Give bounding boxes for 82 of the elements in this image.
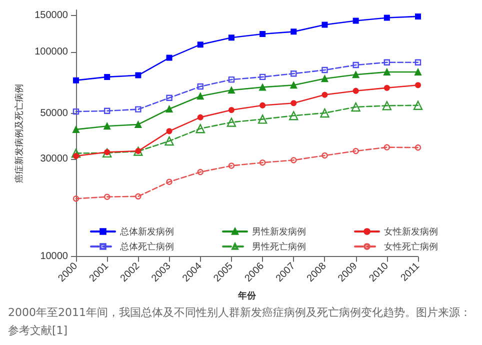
point [228, 76, 235, 83]
point [351, 102, 360, 112]
point [352, 71, 360, 78]
point [72, 108, 80, 115]
point [290, 157, 297, 164]
point [135, 72, 142, 78]
point [104, 194, 110, 200]
point [415, 82, 421, 88]
point [228, 86, 235, 94]
point [197, 114, 204, 120]
point [322, 92, 328, 98]
point [290, 82, 298, 89]
point [322, 152, 328, 159]
point [383, 68, 390, 76]
legend-label: 女性新发病例 [384, 226, 438, 236]
point [197, 42, 204, 48]
point [259, 84, 266, 91]
point [259, 74, 266, 80]
point [135, 106, 142, 112]
point [413, 100, 423, 110]
point [384, 59, 390, 66]
point [352, 148, 359, 154]
point [414, 59, 422, 66]
point [290, 28, 297, 35]
point [166, 105, 173, 112]
y-tick-label: 50000 [40, 108, 68, 119]
point [228, 34, 234, 41]
legend-label: 总体新发病例 [119, 226, 174, 236]
point [102, 148, 112, 158]
point [352, 88, 359, 94]
point [72, 126, 80, 133]
point [166, 54, 172, 61]
point [414, 144, 422, 151]
point [134, 120, 142, 128]
point [352, 18, 359, 24]
point [289, 111, 298, 120]
point [384, 14, 390, 21]
point [104, 122, 111, 130]
point [414, 68, 422, 76]
point [322, 22, 328, 28]
point [73, 77, 79, 84]
point [228, 107, 234, 114]
point [72, 196, 80, 202]
point [197, 83, 204, 90]
legend-label: 男性新发病例 [252, 226, 306, 236]
point [166, 128, 172, 134]
point [228, 162, 235, 169]
point [322, 66, 328, 74]
point [196, 124, 205, 134]
point [197, 168, 204, 176]
point [166, 178, 172, 185]
point [164, 136, 174, 146]
point [352, 62, 359, 68]
point [104, 108, 110, 114]
y-tick-label: 10000 [40, 251, 68, 262]
legend-label: 女性死亡病例 [384, 242, 438, 252]
point [104, 74, 110, 80]
point [415, 13, 421, 20]
y-tick-label: 100000 [34, 46, 68, 58]
y-tick-label: 30000 [40, 153, 68, 164]
point [290, 100, 297, 106]
point [384, 144, 390, 150]
point [260, 30, 266, 37]
legend-label: 总体死亡病例 [119, 242, 174, 252]
point [320, 108, 330, 118]
legend-label: 男性死亡病例 [252, 242, 306, 252]
point [259, 159, 266, 166]
x-axis-title: 年份 [237, 290, 257, 300]
point [384, 84, 390, 91]
point [260, 102, 266, 108]
point [71, 148, 81, 158]
point [196, 92, 204, 100]
text: 2000年至2011年间，我国总体及不同性别人群新发癌症病例及死亡病例变化趋势。图片来源：参考文献[1] [8, 305, 472, 339]
point [321, 75, 328, 82]
point [226, 118, 236, 127]
point [382, 101, 392, 110]
point [258, 114, 268, 124]
y-axis-title: 癌症新发病例及死亡病例 [14, 84, 24, 183]
point [290, 70, 297, 77]
y-tick-label: 150000 [34, 10, 68, 22]
point [135, 193, 142, 200]
point [166, 94, 172, 101]
